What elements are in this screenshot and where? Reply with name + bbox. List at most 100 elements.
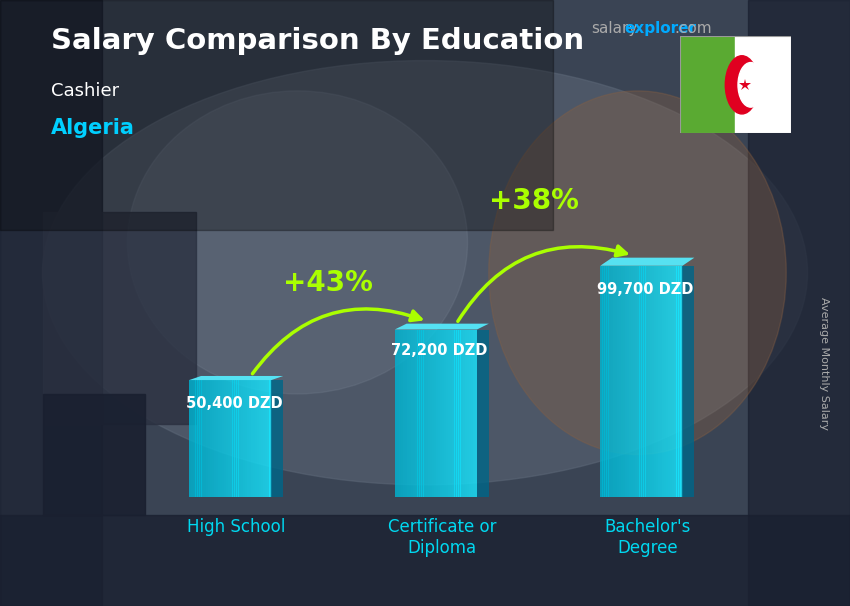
- Circle shape: [725, 56, 758, 114]
- Polygon shape: [668, 266, 671, 497]
- Polygon shape: [417, 330, 420, 497]
- Bar: [0, 0, 552, 230]
- Polygon shape: [212, 380, 214, 497]
- Polygon shape: [652, 266, 654, 497]
- Bar: [0, 515, 850, 606]
- Polygon shape: [645, 266, 648, 497]
- Polygon shape: [617, 266, 619, 497]
- Polygon shape: [403, 330, 405, 497]
- Polygon shape: [242, 380, 245, 497]
- Polygon shape: [660, 266, 662, 497]
- Polygon shape: [462, 330, 465, 497]
- Polygon shape: [210, 380, 212, 497]
- Polygon shape: [397, 330, 399, 497]
- Polygon shape: [664, 266, 666, 497]
- Polygon shape: [232, 380, 235, 497]
- Polygon shape: [658, 266, 660, 497]
- Polygon shape: [450, 330, 452, 497]
- Polygon shape: [255, 380, 258, 497]
- Text: 72,200 DZD: 72,200 DZD: [391, 344, 488, 358]
- Polygon shape: [683, 266, 694, 497]
- Polygon shape: [654, 266, 656, 497]
- Polygon shape: [394, 330, 397, 497]
- Polygon shape: [600, 258, 694, 266]
- Polygon shape: [245, 380, 247, 497]
- Polygon shape: [638, 266, 639, 497]
- Text: .com: .com: [674, 21, 711, 36]
- Polygon shape: [207, 380, 210, 497]
- Bar: [42, 212, 196, 424]
- Ellipse shape: [42, 61, 807, 485]
- Polygon shape: [399, 330, 401, 497]
- Bar: [0, 0, 102, 606]
- Polygon shape: [629, 266, 632, 497]
- Polygon shape: [456, 330, 459, 497]
- Polygon shape: [271, 380, 283, 497]
- Polygon shape: [620, 266, 623, 497]
- Polygon shape: [677, 266, 678, 497]
- Polygon shape: [454, 330, 456, 497]
- Polygon shape: [413, 330, 416, 497]
- Polygon shape: [236, 380, 239, 497]
- Bar: [735, 36, 790, 133]
- Polygon shape: [259, 380, 261, 497]
- Polygon shape: [269, 380, 272, 497]
- Polygon shape: [655, 266, 658, 497]
- Ellipse shape: [489, 91, 786, 454]
- Polygon shape: [613, 266, 615, 497]
- Polygon shape: [477, 330, 489, 497]
- Polygon shape: [627, 266, 629, 497]
- Polygon shape: [642, 266, 643, 497]
- Polygon shape: [649, 266, 652, 497]
- Text: explorer: explorer: [625, 21, 697, 36]
- Bar: [42, 394, 144, 515]
- Polygon shape: [619, 266, 621, 497]
- Polygon shape: [648, 266, 649, 497]
- Polygon shape: [235, 380, 236, 497]
- Bar: [680, 36, 735, 133]
- Polygon shape: [216, 380, 218, 497]
- Polygon shape: [442, 330, 445, 497]
- Text: Salary Comparison By Education: Salary Comparison By Education: [51, 27, 584, 55]
- Polygon shape: [444, 330, 446, 497]
- Polygon shape: [423, 330, 426, 497]
- Polygon shape: [631, 266, 633, 497]
- Text: Cashier: Cashier: [51, 82, 119, 100]
- Polygon shape: [265, 380, 268, 497]
- Polygon shape: [246, 380, 249, 497]
- Polygon shape: [670, 266, 672, 497]
- Polygon shape: [416, 330, 417, 497]
- Polygon shape: [407, 330, 410, 497]
- Polygon shape: [610, 266, 613, 497]
- Text: 99,700 DZD: 99,700 DZD: [597, 282, 694, 297]
- Polygon shape: [434, 330, 436, 497]
- Polygon shape: [429, 330, 432, 497]
- Polygon shape: [193, 380, 196, 497]
- Polygon shape: [224, 380, 226, 497]
- Polygon shape: [241, 380, 243, 497]
- Polygon shape: [446, 330, 448, 497]
- Polygon shape: [639, 266, 642, 497]
- Text: Average Monthly Salary: Average Monthly Salary: [819, 297, 829, 430]
- Polygon shape: [635, 266, 638, 497]
- Polygon shape: [452, 330, 455, 497]
- Polygon shape: [230, 380, 233, 497]
- Polygon shape: [206, 380, 208, 497]
- Polygon shape: [267, 380, 269, 497]
- Polygon shape: [467, 330, 469, 497]
- Polygon shape: [411, 330, 413, 497]
- Text: Bachelor's
Degree: Bachelor's Degree: [604, 518, 690, 556]
- Text: Algeria: Algeria: [51, 118, 135, 138]
- Polygon shape: [615, 266, 617, 497]
- Polygon shape: [264, 380, 265, 497]
- Polygon shape: [428, 330, 430, 497]
- Polygon shape: [600, 266, 603, 497]
- Polygon shape: [458, 330, 461, 497]
- Polygon shape: [674, 266, 677, 497]
- Polygon shape: [203, 380, 206, 497]
- Polygon shape: [471, 330, 473, 497]
- Polygon shape: [191, 380, 194, 497]
- Polygon shape: [190, 376, 283, 380]
- Text: Certificate or
Diploma: Certificate or Diploma: [388, 518, 496, 556]
- Polygon shape: [222, 380, 224, 497]
